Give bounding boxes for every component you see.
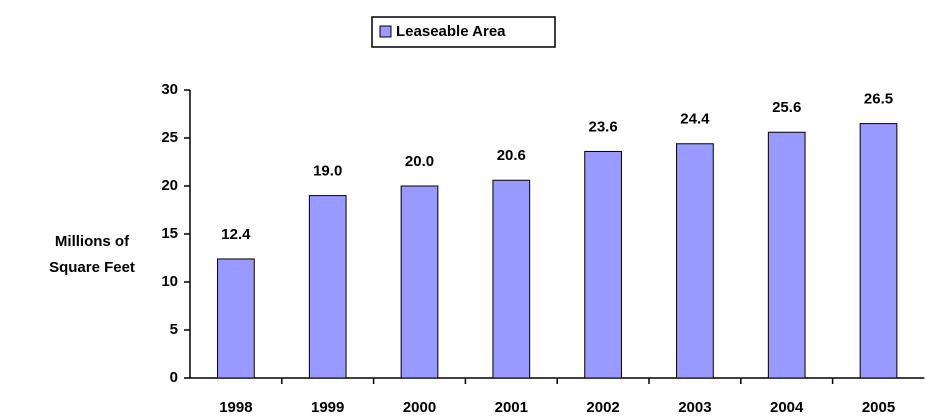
y-axis-label: Millions of (55, 233, 130, 250)
y-axis-label: Square Feet (49, 259, 135, 276)
bar (217, 258, 255, 379)
y-tick-label: 0 (170, 369, 178, 386)
x-tick-label: 2000 (403, 399, 436, 416)
data-label: 24.4 (680, 111, 710, 128)
data-label: 20.0 (405, 153, 434, 170)
bar (767, 131, 806, 379)
x-tick-label: 2002 (586, 399, 619, 416)
bar (859, 123, 898, 379)
data-label: 20.6 (497, 147, 526, 164)
x-tick-label: 1999 (311, 399, 344, 416)
x-tick-label: 2004 (770, 399, 804, 416)
bar (492, 179, 531, 379)
x-tick-label: 2005 (862, 399, 895, 416)
bar (308, 195, 347, 379)
data-label: 23.6 (588, 118, 617, 135)
x-tick-label: 2001 (495, 399, 528, 416)
legend-box (371, 16, 556, 48)
bar (400, 185, 439, 379)
bar (676, 143, 714, 379)
data-label: 25.6 (772, 99, 801, 116)
data-label: 19.0 (313, 163, 342, 180)
legend-swatch (379, 25, 392, 38)
y-tick-label: 20 (161, 177, 178, 194)
x-tick-label: 1998 (219, 399, 252, 416)
y-tick-label: 5 (170, 321, 178, 338)
y-tick-label: 10 (161, 273, 178, 290)
data-label: 26.5 (864, 91, 893, 108)
x-tick-label: 2003 (678, 399, 711, 416)
y-tick-label: 15 (161, 225, 178, 242)
legend-label: Leaseable Area (396, 23, 506, 40)
data-label: 12.4 (221, 226, 251, 243)
bar (584, 150, 622, 379)
y-tick-label: 25 (161, 129, 178, 146)
y-tick-label: 30 (161, 81, 178, 98)
